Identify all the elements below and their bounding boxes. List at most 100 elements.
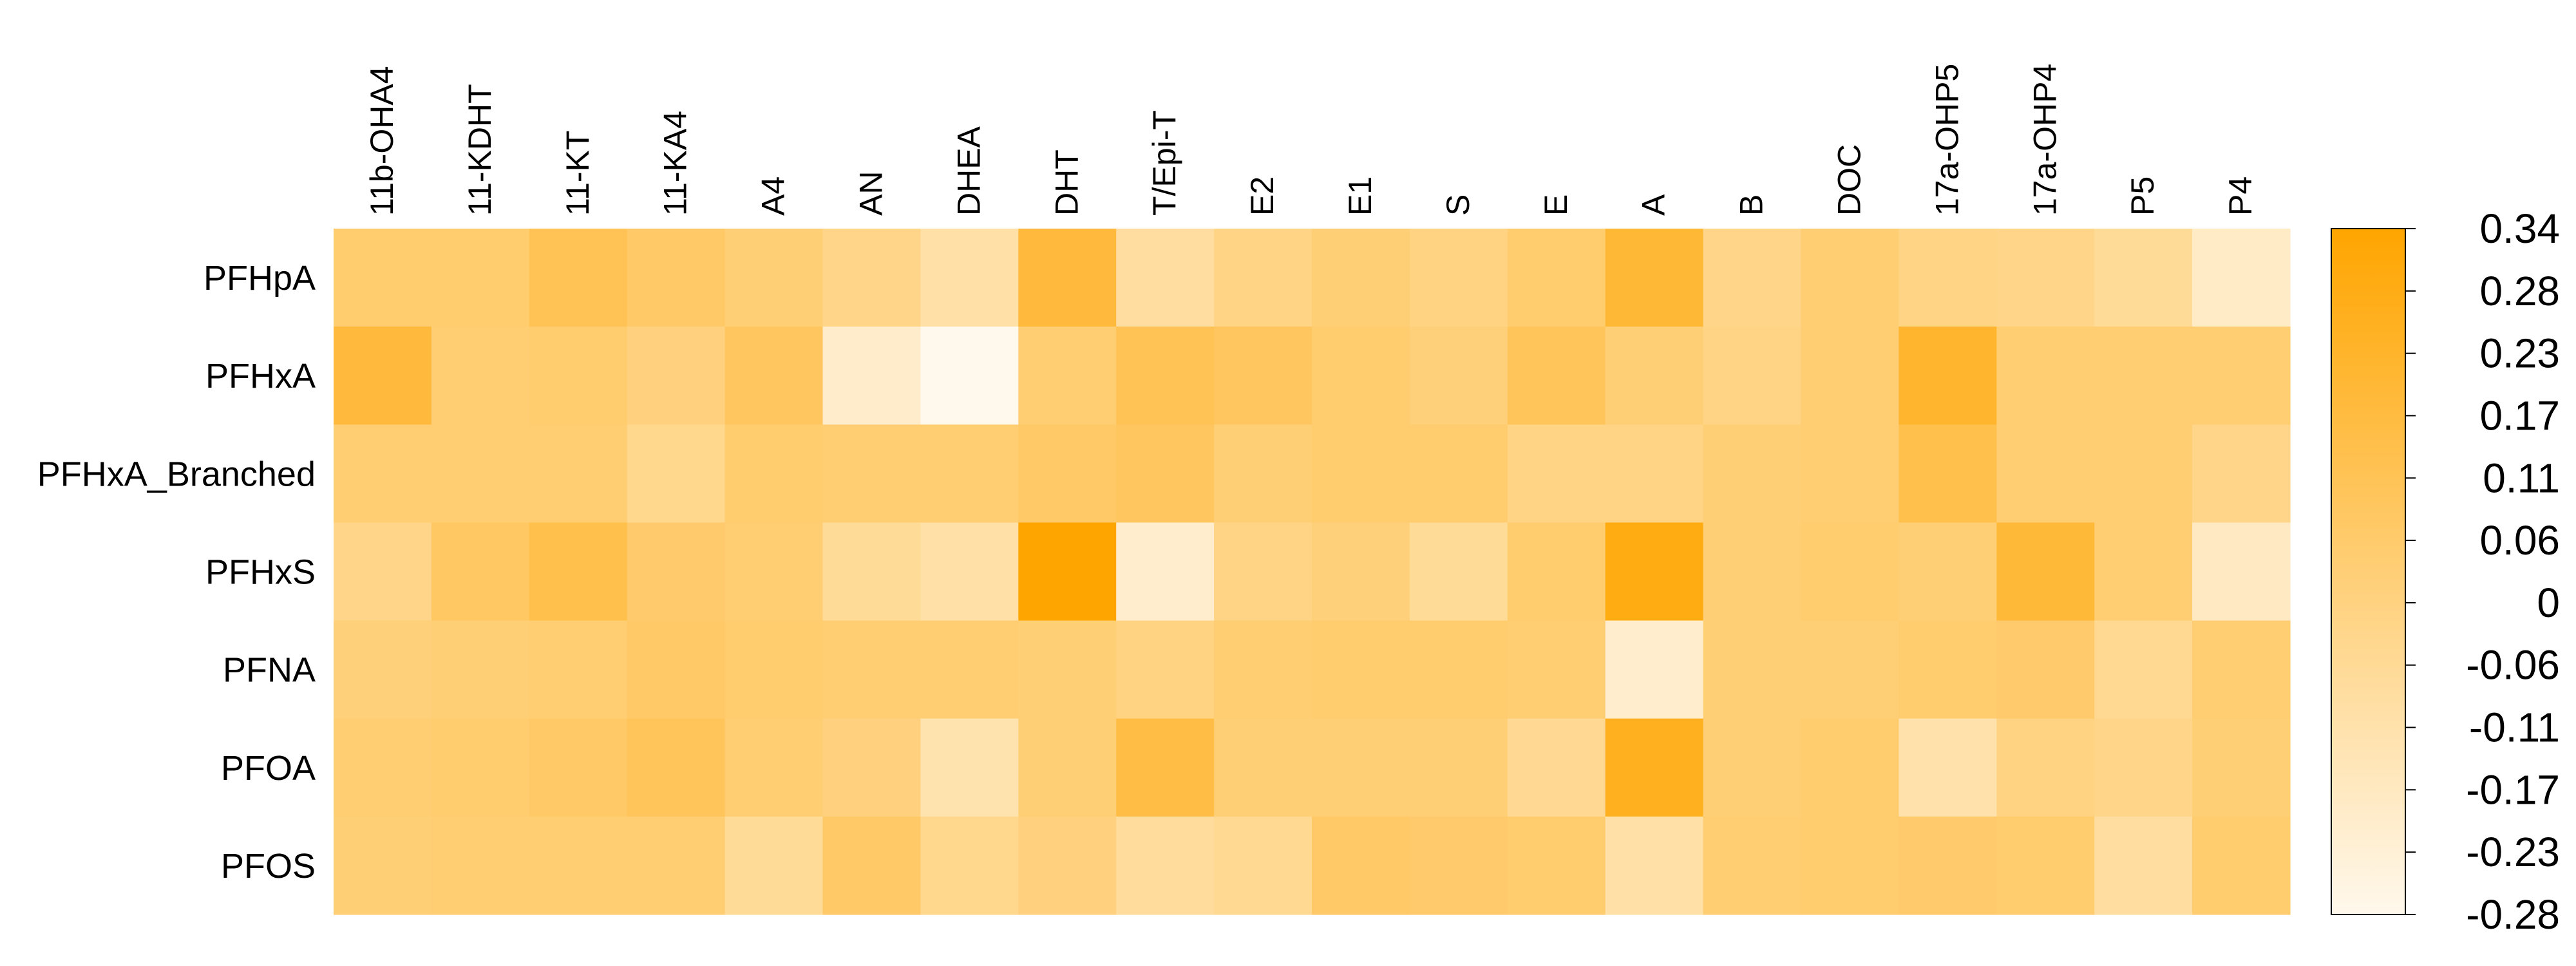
heatmap-cell — [1605, 424, 1704, 524]
heatmap-cell — [2192, 424, 2291, 524]
colorbar-tick-label: -0.17 — [2466, 766, 2560, 813]
heatmap-cell — [1214, 816, 1312, 915]
heatmap-cell — [2094, 718, 2193, 817]
heatmap-cell — [431, 424, 530, 524]
heatmap-cell — [334, 522, 432, 621]
row-label: PFHxA_Branched — [37, 455, 316, 493]
heatmap-cell — [431, 620, 530, 719]
heatmap-cell — [334, 229, 432, 327]
column-label: P5 — [2125, 176, 2161, 216]
heatmap-cell — [1801, 620, 1899, 719]
heatmap-cell — [1409, 620, 1508, 719]
row-label: PFHxA — [205, 357, 316, 395]
colorbar-tick-label: 0.06 — [2479, 517, 2560, 564]
heatmap-cell — [822, 424, 921, 524]
heatmap-cell — [1018, 816, 1117, 915]
heatmap-cell — [1605, 327, 1704, 425]
column-label: E — [1538, 194, 1574, 216]
heatmap-cell — [1312, 522, 1410, 621]
column-label: 11-KT — [560, 131, 596, 216]
row-label: PFHxS — [205, 553, 316, 592]
heatmap-cell — [1801, 424, 1899, 524]
column-label: AN — [853, 171, 889, 216]
column-label: A — [1636, 194, 1672, 216]
heatmap-cell — [724, 327, 824, 425]
column-label: E1 — [1342, 176, 1378, 216]
row-label: PFOA — [221, 749, 316, 788]
heatmap-cell — [1703, 522, 1802, 621]
heatmap-cell — [1996, 424, 2095, 524]
heatmap-cell — [1996, 229, 2095, 327]
heatmap-cell — [1801, 522, 1899, 621]
heatmap-cell — [1018, 327, 1117, 425]
heatmap-cell — [1312, 718, 1410, 817]
column-label: E2 — [1244, 176, 1280, 216]
heatmap-cell — [1116, 620, 1215, 719]
heatmap-cell — [1801, 816, 1899, 915]
heatmap-cell — [1507, 327, 1606, 425]
heatmap-cell — [1018, 424, 1117, 524]
heatmap-cell — [529, 327, 628, 425]
heatmap-cell — [1996, 327, 2095, 425]
heatmap-cell — [1899, 327, 1997, 425]
heatmap-cell — [1214, 229, 1312, 327]
heatmap-cell — [1703, 229, 1802, 327]
heatmap-cell — [1116, 718, 1215, 817]
heatmap-cell — [334, 327, 432, 425]
heatmap-cell — [920, 620, 1019, 719]
heatmap-cell — [1409, 229, 1508, 327]
heatmap-cell — [1605, 816, 1704, 915]
heatmap-cell — [2094, 327, 2193, 425]
heatmap-cell — [627, 522, 726, 621]
colorbar-tick-label: 0.23 — [2479, 330, 2560, 377]
heatmap-cell — [529, 620, 628, 719]
heatmap-cell — [2094, 424, 2193, 524]
colorbar-tick-label: 0 — [2537, 580, 2560, 626]
heatmap-cell — [920, 816, 1019, 915]
heatmap-cell — [1605, 522, 1704, 621]
heatmap-cell — [1409, 424, 1508, 524]
heatmap-cell — [1703, 816, 1802, 915]
heatmap-cell — [2192, 620, 2291, 719]
heatmap-cell — [1214, 620, 1312, 719]
row-label: PFNA — [223, 651, 316, 690]
colorbar-tick-label: 0.34 — [2479, 205, 2560, 252]
row-label: PFOS — [221, 847, 316, 886]
heatmap-cell — [724, 620, 824, 719]
heatmap-cell — [529, 522, 628, 621]
heatmap-cell — [529, 229, 628, 327]
heatmap-cell — [822, 327, 921, 425]
heatmap-cell — [920, 424, 1019, 524]
heatmap-cell — [1996, 522, 2095, 621]
heatmap-cell — [1214, 327, 1312, 425]
heatmap-cell — [1703, 620, 1802, 719]
heatmap-cell — [2094, 229, 2193, 327]
heatmap-cell — [1899, 816, 1997, 915]
heatmap-cells — [334, 229, 2291, 915]
heatmap-cell — [1018, 718, 1117, 817]
heatmap-cell — [1899, 718, 1997, 817]
heatmap-cell — [1116, 229, 1215, 327]
heatmap-cell — [1801, 327, 1899, 425]
column-label: DHT — [1048, 149, 1084, 216]
colorbar-tick-label: 0.17 — [2479, 392, 2560, 439]
heatmap-cell — [1507, 522, 1606, 621]
heatmap-cell — [1996, 620, 2095, 719]
heatmap-cell — [334, 424, 432, 524]
heatmap-cell — [627, 424, 726, 524]
heatmap-cell — [431, 327, 530, 425]
heatmap-cell — [2094, 620, 2193, 719]
heatmap-cell — [822, 718, 921, 817]
heatmap-cell — [431, 522, 530, 621]
heatmap-cell — [920, 522, 1019, 621]
heatmap-cell — [529, 718, 628, 817]
heatmap-cell — [431, 229, 530, 327]
column-label: 11-KA4 — [658, 111, 694, 216]
heatmap-cell — [1605, 718, 1704, 817]
heatmap-cell — [627, 816, 726, 915]
heatmap-cell — [920, 718, 1019, 817]
heatmap-cell — [822, 620, 921, 719]
column-label: T/Epi-T — [1146, 110, 1182, 216]
heatmap-cell — [1605, 620, 1704, 719]
heatmap-cell — [920, 327, 1019, 425]
